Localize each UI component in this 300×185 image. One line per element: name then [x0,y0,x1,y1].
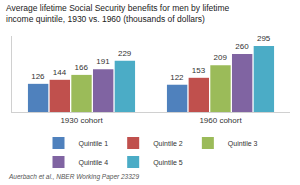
svg-text:295: 295 [257,34,271,43]
svg-text:Average lifetime Social Securi: Average lifetime Social Security benefit… [6,3,230,24]
svg-text:Quintile 3: Quintile 3 [228,140,258,148]
svg-text:Quintile 5: Quintile 5 [153,159,183,167]
svg-text:Quintile 1: Quintile 1 [79,140,109,148]
svg-text:122: 122 [170,73,184,82]
svg-text:126: 126 [31,72,45,81]
svg-text:166: 166 [75,63,89,72]
svg-text:1930 cohort: 1930 cohort [60,116,103,125]
svg-text:153: 153 [192,66,206,75]
svg-text:191: 191 [96,57,110,66]
svg-text:Quintile 2: Quintile 2 [153,140,183,148]
svg-text:260: 260 [235,42,249,51]
svg-text:Quintile 4: Quintile 4 [79,159,109,167]
svg-text:229: 229 [118,49,132,58]
svg-text:209: 209 [214,53,228,62]
svg-text:1960 cohort: 1960 cohort [199,116,242,125]
svg-text:144: 144 [53,68,67,77]
svg-text:Auerbach et al., NBER Working: Auerbach et al., NBER Working Paper 2332… [8,173,139,181]
